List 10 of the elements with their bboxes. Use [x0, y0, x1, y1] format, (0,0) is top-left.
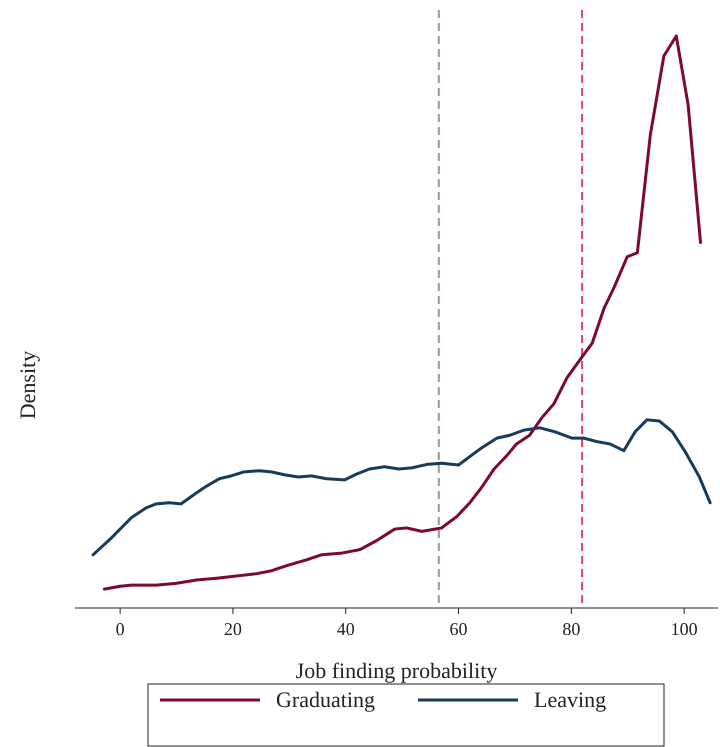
y-axis-title: Density	[15, 350, 40, 420]
x-axis-title: Job finding probability	[296, 658, 498, 683]
x-tick-label: 0	[116, 619, 125, 639]
x-tick-label: 80	[562, 619, 580, 639]
x-tick-label: 60	[450, 619, 468, 639]
x-tick-label: 100	[670, 619, 698, 639]
legend-label: Graduating	[276, 687, 375, 712]
legend-label: Leaving	[534, 687, 606, 712]
x-tick-label: 40	[336, 619, 355, 639]
x-tick-label: 20	[224, 619, 242, 639]
